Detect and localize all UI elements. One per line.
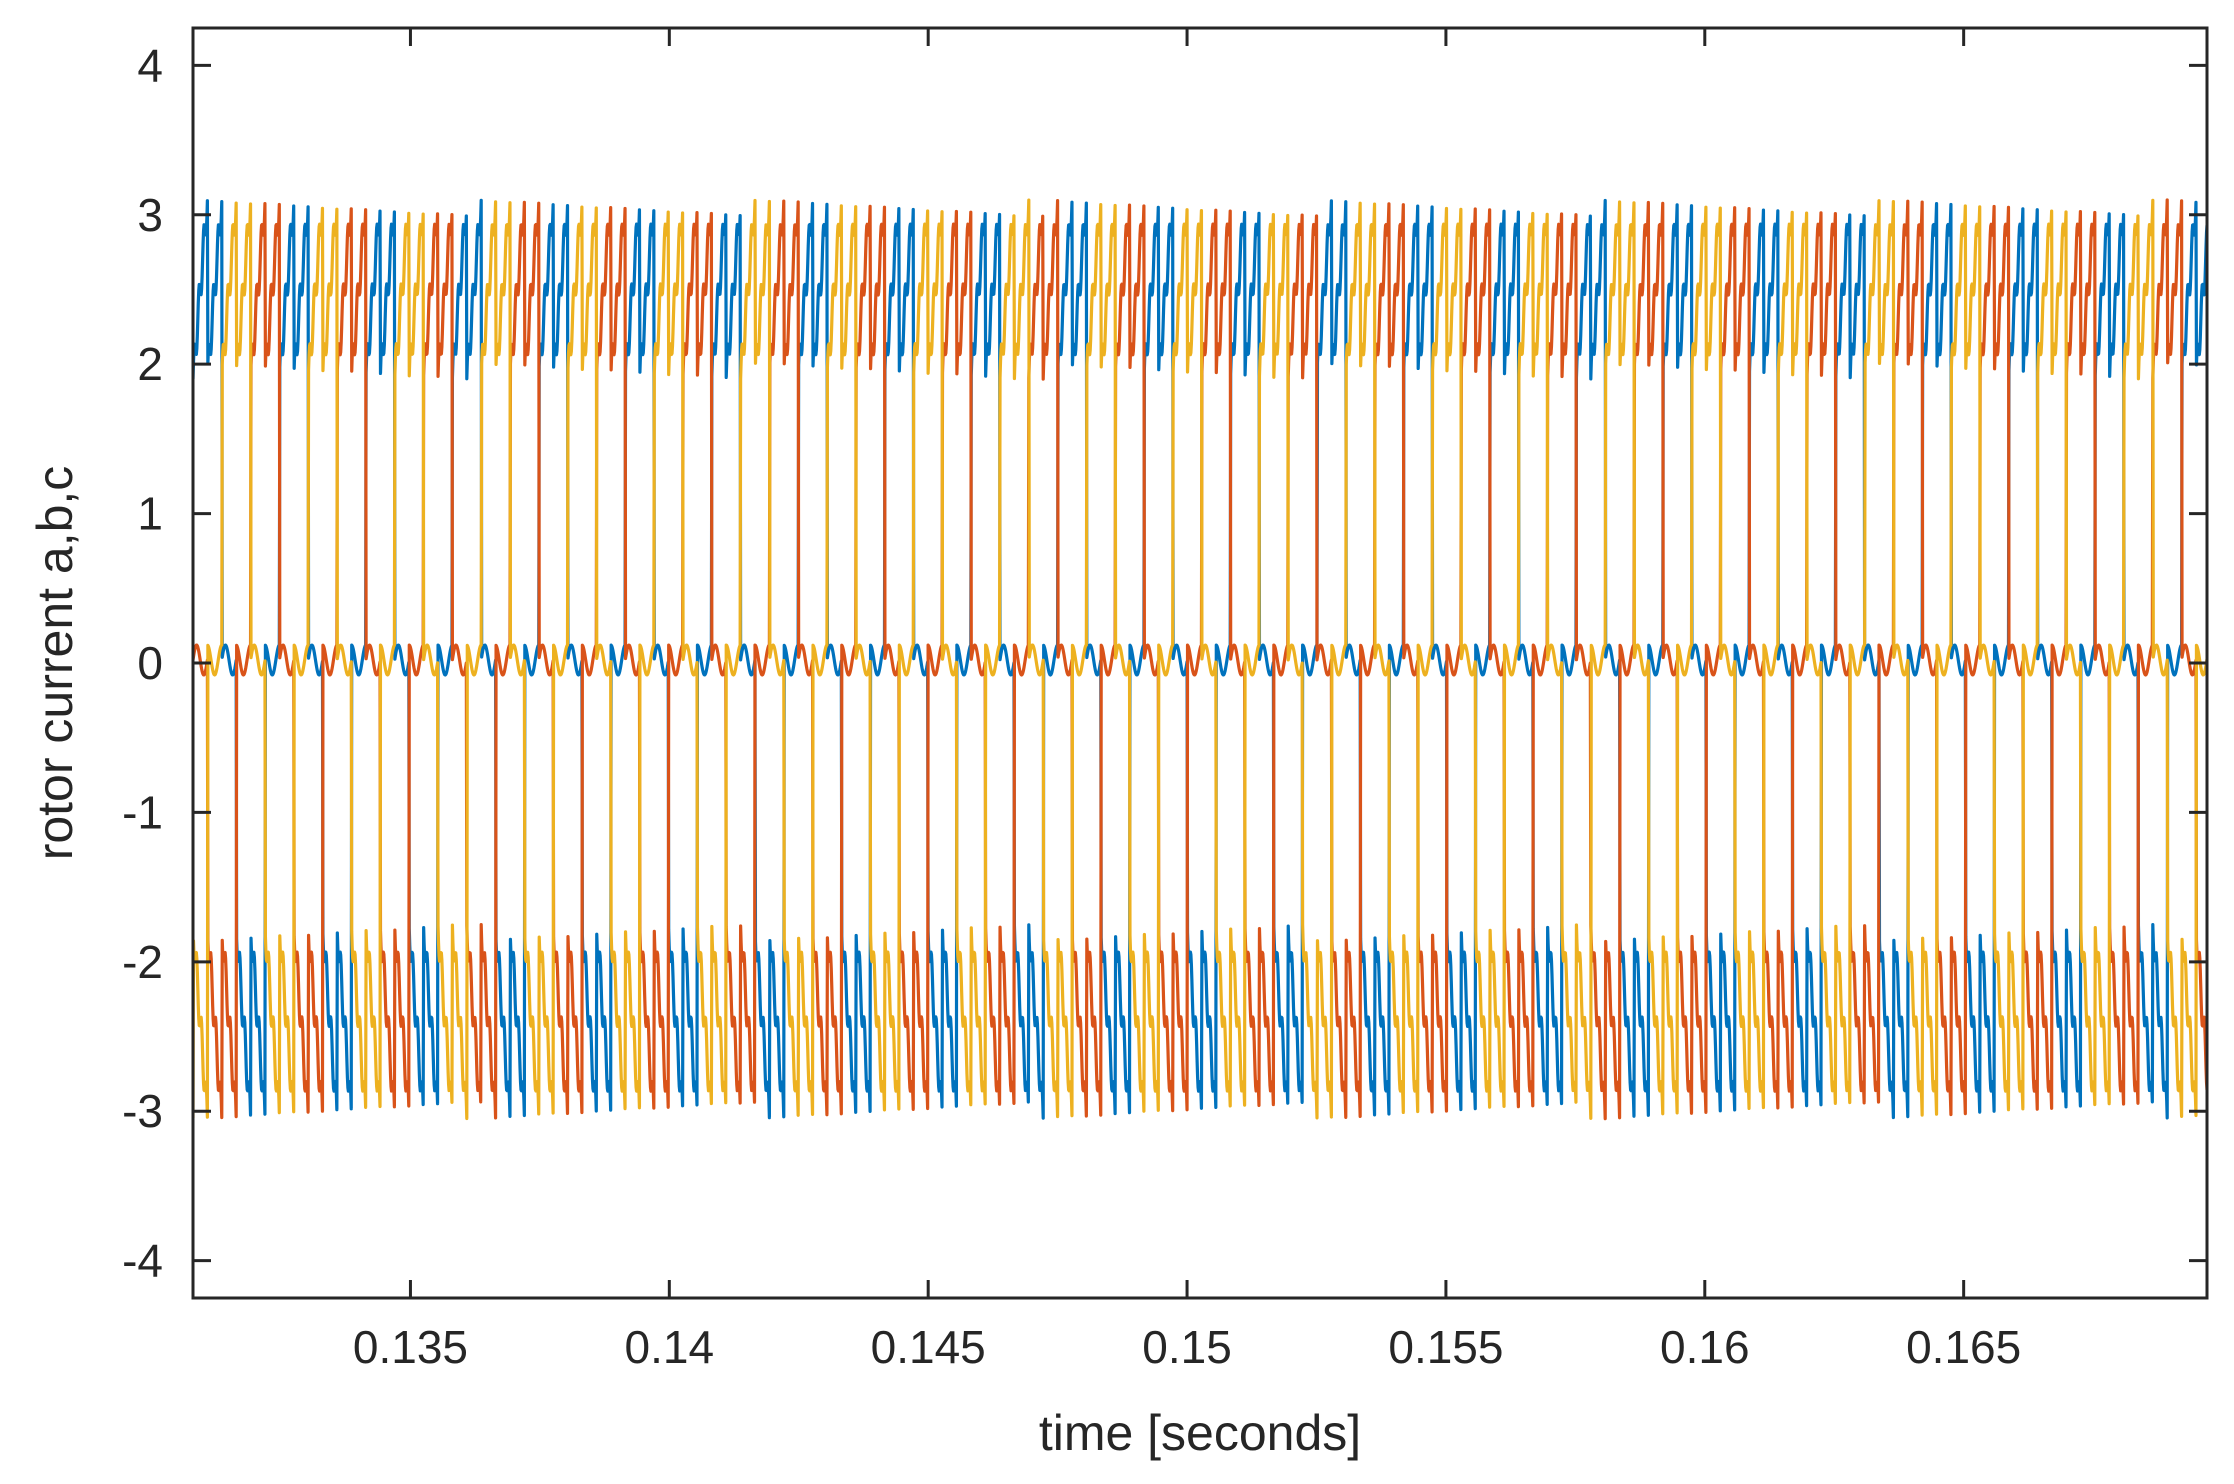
y-tick-label: -3 (122, 1085, 163, 1137)
plot-area (193, 198, 2207, 1121)
y-axis-title: rotor current a,b,c (27, 466, 83, 861)
y-tick-label: -4 (122, 1235, 163, 1287)
x-tick-label: 0.145 (871, 1321, 986, 1373)
x-tick-label: 0.16 (1660, 1321, 1750, 1373)
y-axis: 4 3 2 1 0 -1 -2 -3 -4 (122, 39, 2207, 1287)
x-tick-label: 0.15 (1142, 1321, 1232, 1373)
y-tick-label: 3 (137, 189, 163, 241)
x-axis: 0.135 0.14 0.145 0.15 0.155 0.16 0.165 (353, 28, 2021, 1373)
y-tick-label: 2 (137, 338, 163, 390)
x-tick-label: 0.155 (1388, 1321, 1503, 1373)
x-tick-label: 0.165 (1906, 1321, 2021, 1373)
series-line-c (193, 198, 2207, 1121)
y-tick-label: -1 (122, 786, 163, 838)
series-line-a (193, 198, 2207, 1120)
x-tick-label: 0.14 (625, 1321, 715, 1373)
series-layer (193, 198, 2207, 1121)
y-tick-label: 0 (137, 637, 163, 689)
series-line-b (193, 198, 2207, 1121)
y-tick-label: -2 (122, 936, 163, 988)
y-tick-label: 4 (137, 39, 163, 91)
x-tick-label: 0.135 (353, 1321, 468, 1373)
y-tick-label: 1 (137, 488, 163, 540)
x-axis-title: time [seconds] (1039, 1405, 1361, 1461)
